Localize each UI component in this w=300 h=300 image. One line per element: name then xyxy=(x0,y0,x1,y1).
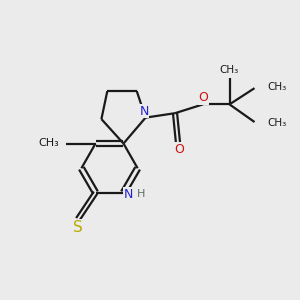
Text: CH₃: CH₃ xyxy=(220,64,239,75)
Text: N: N xyxy=(140,105,149,118)
Text: CH₃: CH₃ xyxy=(267,118,286,128)
Text: N: N xyxy=(124,188,134,201)
Text: CH₃: CH₃ xyxy=(39,138,60,148)
Text: O: O xyxy=(175,142,184,156)
Text: S: S xyxy=(73,220,83,235)
Text: CH₃: CH₃ xyxy=(267,82,286,92)
Text: H: H xyxy=(136,189,145,199)
Text: O: O xyxy=(199,92,208,104)
